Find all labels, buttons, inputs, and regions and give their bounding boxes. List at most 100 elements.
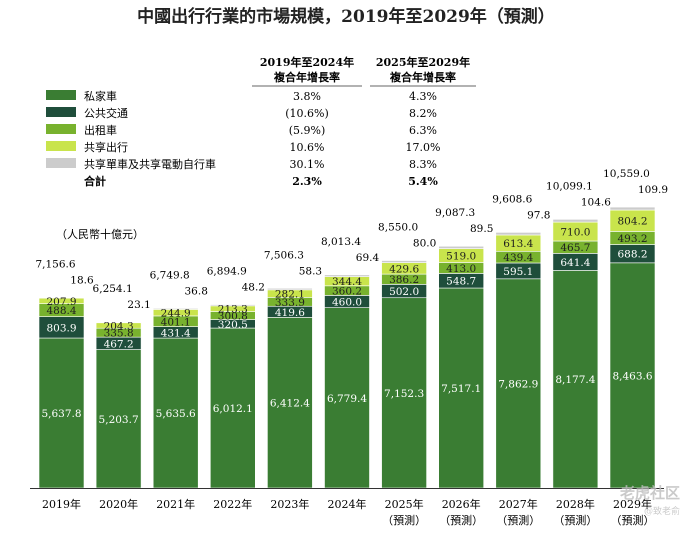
legend-swatch [46,158,76,168]
bar-value-label: 89.5 [470,223,493,235]
legend-label: 共享單車及共享電動自行車 [84,157,216,171]
legend-label: 共享出行 [84,140,128,154]
bar-value-label: 688.2 [617,249,647,261]
bar-value-label: 48.2 [242,282,265,294]
cagr-value: 8.2% [409,107,437,120]
x-tick-label: 2019年 [42,497,81,511]
bar-value-label: 429.6 [389,263,419,275]
bar-value-label: 80.0 [413,238,436,250]
bar-value-label: 23.1 [127,299,150,311]
bar-value-label: 18.6 [70,275,94,287]
bar-value-label: 460.0 [332,297,362,309]
legend-swatch [46,141,76,151]
cagr-value: 8.3% [409,158,437,171]
bar-total-label: 6,894.9 [207,266,247,278]
watermark-subtext: @致老俞 [644,505,680,517]
bar-value-label: 104.6 [581,196,611,208]
bar-value-label: 710.0 [560,227,590,239]
bar-value-label: 6,412.4 [270,398,310,410]
x-tick-label: 2027年 [499,497,538,511]
cagr-value: 6.3% [409,124,437,137]
bar-value-label: 7,152.3 [384,388,424,400]
bar-value-label: 431.4 [161,327,191,339]
legend-swatch [46,124,76,134]
bar-total-label: 8,550.0 [378,222,418,234]
x-tick-label: 2020年 [99,497,138,511]
bar-value-label: 467.2 [104,338,134,350]
bar-total-label: 9,087.3 [435,207,475,219]
bar-value-label: 7,862.9 [498,378,538,390]
cagr-value: (5.9%) [289,124,326,137]
cagr-value: (10.6%) [285,107,329,120]
bar-value-label: 465.7 [560,242,590,254]
bar-total-label: 6,749.8 [150,269,190,281]
bar-value-label: 493.2 [617,233,647,245]
cagr-total-value: 2.3% [292,175,322,188]
bar-total-label: 9,608.6 [492,193,532,205]
bar-total-label: 7,156.6 [35,259,75,271]
x-tick-sublabel: （預測） [439,513,483,527]
bar-value-label: 36.8 [185,285,208,297]
bar-total-label: 10,559.0 [603,168,650,180]
bar-value-label: 804.2 [617,216,647,228]
cagr-header-2-line-2: 複合年增長率 [389,70,456,84]
bar-value-label: 595.1 [503,266,533,278]
x-tick-sublabel: （預測） [553,513,597,527]
x-tick-label: 2022年 [213,497,252,511]
cagr-value: 30.1% [290,158,325,171]
bar-value-label: 502.0 [389,286,419,298]
bar-value-label: 439.4 [503,252,533,264]
x-tick-label: 2026年 [442,497,481,511]
legend-label: 公共交通 [84,106,128,120]
bar-value-label: 207.9 [46,296,76,308]
bar-value-label: 282.1 [275,289,305,301]
bar-value-label: 5,635.6 [156,408,196,420]
x-tick-label: 2028年 [556,497,595,511]
bar-total-label: 8,013.4 [321,236,361,248]
bar-value-label: 5,203.7 [99,414,139,426]
bar-segment [496,232,541,235]
bar-segment [553,219,598,222]
x-tick-label: 2025年 [385,497,424,511]
bar-value-label: 8,463.6 [612,370,652,382]
cagr-header-2-line-1: 2025年至2029年 [376,55,470,69]
legend-swatch [46,90,76,100]
legend-label: 出租車 [84,123,117,137]
x-tick-sublabel: （預測） [496,513,540,527]
bar-segment [439,246,484,248]
bar-value-label: 5,637.8 [41,408,81,420]
bar-total-label: 6,254.1 [93,283,133,295]
legend-label: 私家車 [84,89,117,103]
bar-value-label: 803.9 [46,322,76,334]
bar-value-label: 344.4 [332,276,362,288]
bar-total-label: 10,099.1 [546,180,593,192]
legend-total-label: 合計 [84,174,106,188]
bar-total-label: 7,506.3 [264,249,304,261]
cagr-header-1-line-2: 複合年增長率 [273,70,340,84]
bar-value-label: 519.0 [446,251,476,263]
x-tick-label: 2023年 [270,497,309,511]
bar-value-label: 69.4 [356,252,380,264]
bar-value-label: 244.9 [161,308,191,320]
bar-value-label: 548.7 [446,276,476,288]
cagr-value: 3.8% [293,90,321,103]
bar-value-label: 109.9 [638,184,668,196]
bar-segment [610,207,655,210]
bar-value-label: 213.3 [218,304,248,316]
x-tick-label: 2021年 [156,497,195,511]
cagr-value: 4.3% [409,90,437,103]
bar-value-label: 386.2 [389,274,419,286]
bar-value-label: 58.3 [299,265,322,277]
legend-swatch [46,107,76,117]
cagr-total-value: 5.4% [408,175,438,188]
bar-value-label: 8,177.4 [555,374,595,386]
bar-segment [382,261,427,263]
bar-value-label: 413.0 [446,263,476,275]
watermark-text: 老虎社区 [619,484,680,502]
cagr-value: 17.0% [406,141,441,154]
cagr-header-1-line-1: 2019年至2024年 [260,55,354,69]
bar-value-label: 7,517.1 [441,383,481,395]
bar-value-label: 641.4 [560,257,590,269]
